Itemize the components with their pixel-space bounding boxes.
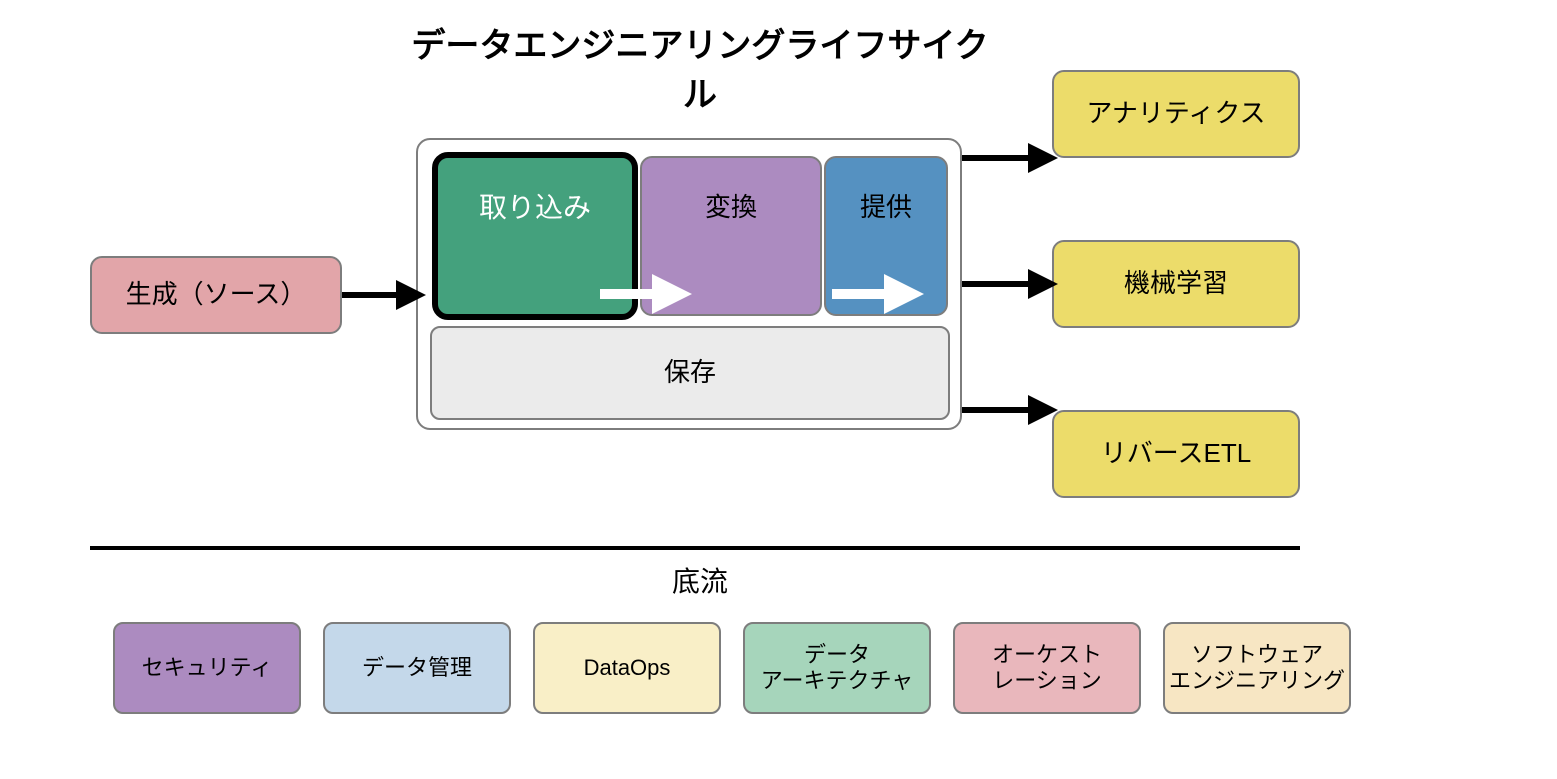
undercurrent-label-line: セキュリティ <box>142 655 273 681</box>
undercurrent-label-line: データ <box>804 642 870 668</box>
undercurrent-data-mgmt: データ管理 <box>323 622 511 714</box>
undercurrent-label-line: エンジニアリング <box>1169 668 1345 694</box>
output-ml: 機械学習 <box>1052 240 1300 328</box>
stage-storage: 保存 <box>430 326 950 420</box>
output-analytics: アナリティクス <box>1052 70 1300 158</box>
stage-storage-label: 保存 <box>664 357 716 388</box>
stage-transform-label: 変換 <box>705 192 757 223</box>
undercurrent-label-line: データ管理 <box>362 655 472 681</box>
undercurrent-sw-eng: ソフトウェアエンジニアリング <box>1163 622 1351 714</box>
undercurrent-data-arch: データアーキテクチャ <box>743 622 931 714</box>
undercurrent-dataops: DataOps <box>533 622 721 714</box>
undercurrent-title: 底流 <box>640 560 760 600</box>
undercurrent-orchestration: オーケストレーション <box>953 622 1141 714</box>
undercurrent-label-line: オーケスト <box>992 642 1102 668</box>
undercurrent-label-line: ソフトウェア <box>1191 642 1323 668</box>
stage-serve-label: 提供 <box>860 192 912 223</box>
output-label: リバースETL <box>1101 438 1251 469</box>
undercurrent-label-line: DataOps <box>584 655 671 681</box>
source-box: 生成（ソース） <box>90 256 342 334</box>
stage-ingest-label: 取り込み <box>479 191 591 225</box>
stage-transform: 変換 <box>640 156 822 316</box>
stage-ingest: 取り込み <box>432 152 638 320</box>
output-label: アナリティクス <box>1086 98 1265 129</box>
output-label: 機械学習 <box>1124 268 1228 299</box>
undercurrent-label-line: アーキテクチャ <box>761 668 913 694</box>
diagram-title: データエンジニアリングライフサイクル <box>400 18 1000 116</box>
source-label: 生成（ソース） <box>126 279 307 310</box>
undercurrent-label-line: レーション <box>992 668 1102 694</box>
output-reverse-etl: リバースETL <box>1052 410 1300 498</box>
undercurrent-security: セキュリティ <box>113 622 301 714</box>
stage-serve: 提供 <box>824 156 948 316</box>
